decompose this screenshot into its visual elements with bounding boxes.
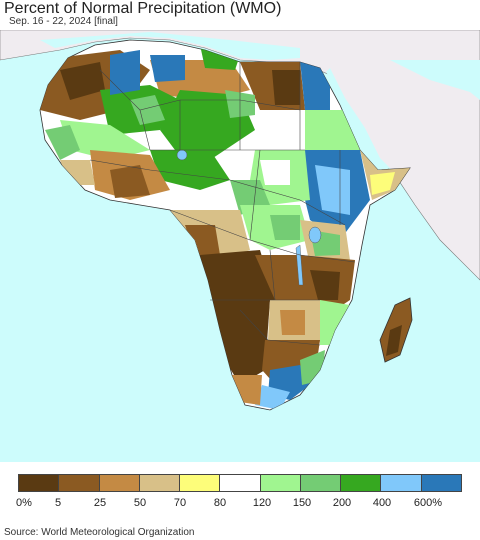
legend-labels: 0% 5 25 50 70 80 120 150 200 400 600% <box>0 497 480 511</box>
legend-swatch-3 <box>138 474 181 492</box>
legend-label-0: 0% <box>16 497 32 509</box>
legend-label-10: 600% <box>413 497 443 509</box>
legend-label-2: 25 <box>93 497 107 509</box>
source-credit: Source: World Meteorological Organizatio… <box>4 527 195 538</box>
map-subtitle: Sep. 16 - 22, 2024 [final] <box>9 16 118 27</box>
legend-swatch-10 <box>420 474 462 492</box>
legend-swatch-0 <box>18 474 60 492</box>
precipitation-map <box>0 30 480 462</box>
legend-label-9: 400 <box>372 497 392 509</box>
legend-label-6: 120 <box>252 497 272 509</box>
legend-swatch-1 <box>58 474 100 492</box>
legend-label-5: 80 <box>213 497 227 509</box>
legend-swatch-2 <box>98 474 140 492</box>
legend-label-1: 5 <box>54 497 62 509</box>
legend-label-3: 50 <box>133 497 147 509</box>
legend-swatch-5 <box>219 474 261 492</box>
legend-label-7: 150 <box>292 497 312 509</box>
legend-label-8: 200 <box>332 497 352 509</box>
legend-swatch-4 <box>179 474 221 492</box>
legend-swatch-7 <box>299 474 342 492</box>
legend-swatch-6 <box>259 474 301 492</box>
legend-label-4: 70 <box>173 497 187 509</box>
color-legend <box>18 474 462 492</box>
map-title: Percent of Normal Precipitation (WMO) <box>4 0 282 17</box>
legend-swatch-8 <box>340 474 382 492</box>
legend-swatch-9 <box>380 474 422 492</box>
